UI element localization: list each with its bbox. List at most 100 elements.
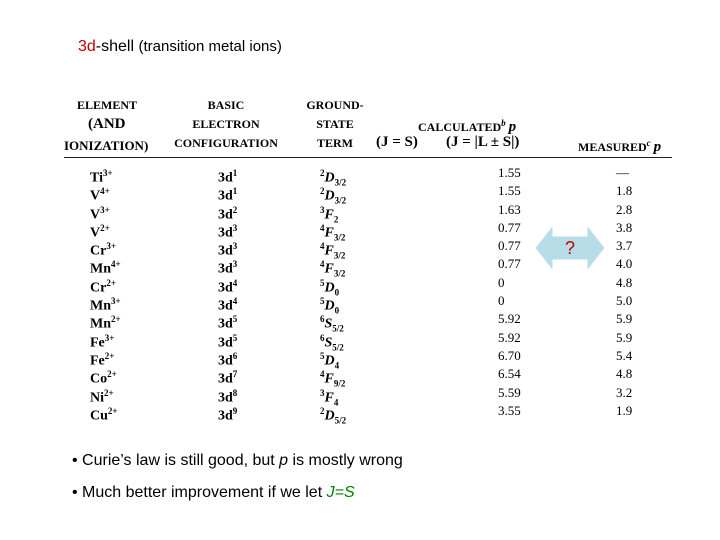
bullet-curie: • Curie’s law is still good, but p is mo… [72, 452, 403, 470]
ion-charge: 3+ [111, 296, 121, 307]
header-element-line3: IONIZATION) [64, 138, 149, 153]
header-element-line1: ELEMENT [76, 98, 137, 112]
header-basic-line3: CONFIGURATION [174, 136, 278, 150]
configuration-base: 3d [218, 243, 233, 259]
ion-charge: 2+ [107, 369, 117, 380]
configuration-base: 3d [218, 317, 233, 333]
measured-value: 4.0 [616, 256, 633, 272]
column-configuration: 3d1 3d1 3d2 3d3 3d3 3d3 3d4 3d4 3d5 3d5 3d6 3d7 3d8 3… [218, 164, 238, 424]
ion-cell: Co2+ [90, 365, 121, 387]
header-basic-line1: BASIC [207, 98, 245, 112]
ion-cell: Cr3+ [90, 237, 121, 259]
configuration-base: 3d [218, 390, 233, 406]
term-cell: 5D0 [320, 274, 346, 297]
ion-charge: 4+ [111, 259, 121, 270]
ion-symbol: Ni [90, 390, 104, 406]
ion-symbol: Cu [90, 408, 108, 424]
ion-cell: V4+ [90, 182, 121, 204]
header-measured-p: p [653, 139, 662, 155]
configuration-exponent: 9 [232, 405, 238, 416]
term-cell: 6S5/2 [320, 310, 346, 333]
term-letter: D [324, 188, 335, 204]
header-ground: GROUND- STATE TERM [302, 97, 368, 152]
term-cell: 5D4 [320, 347, 346, 370]
term-cell: 4F9/2 [320, 365, 346, 388]
measured-value: 3.2 [616, 384, 633, 400]
configuration-base: 3d [218, 262, 233, 278]
header-rule [64, 157, 672, 158]
header-calculated: CALCULATEDb p [418, 115, 516, 136]
ion-charge: 2+ [107, 405, 118, 416]
term-j: 0 [334, 305, 340, 316]
calculated-value: 1.55 [498, 183, 521, 199]
ion-charge: 2+ [100, 222, 110, 233]
ion-symbol: V [90, 188, 101, 204]
slide-title: 3d-shell (transition metal ions) [78, 38, 282, 56]
ion-cell: Ni2+ [90, 384, 121, 406]
configuration-base: 3d [218, 207, 233, 223]
measured-value: 5.9 [616, 329, 633, 345]
term-j: 3/2 [333, 232, 346, 243]
configuration-exponent: 6 [232, 350, 238, 361]
ion-symbol: Fe [90, 335, 105, 351]
configuration-cell: 3d2 [218, 201, 237, 223]
ion-cell: Fe2+ [90, 347, 121, 369]
calculated-value: 1.55 [498, 165, 521, 180]
term-multiplicity: 4 [320, 369, 325, 380]
configuration-cell: 3d5 [218, 329, 237, 351]
term-multiplicity: 5 [320, 296, 325, 307]
header-basic-line2: ELECTRON [192, 117, 260, 131]
configuration-cell: 3d9 [218, 402, 238, 424]
measured-value: 5.9 [616, 311, 633, 327]
bullet-improvement-highlight: J=S [326, 484, 355, 501]
term-cell: 3F2 [320, 201, 346, 224]
term-cell: 4F3/2 [320, 237, 346, 260]
double-arrow-callout [535, 225, 605, 271]
term-multiplicity: 5 [320, 277, 325, 288]
term-cell: 6S5/2 [320, 329, 346, 352]
configuration-base: 3d [218, 408, 233, 424]
calculated-value: 5.92 [498, 329, 521, 345]
term-multiplicity: 4 [320, 259, 325, 270]
calculated-value: 0.77 [498, 238, 521, 254]
configuration-cell: 3d1 [218, 164, 237, 186]
term-multiplicity: 2 [320, 405, 325, 416]
calculated-value: 6.54 [498, 366, 521, 382]
ion-cell: Cu2+ [90, 402, 121, 424]
term-multiplicity: 6 [320, 314, 325, 325]
term-j: 4 [334, 360, 340, 371]
configuration-cell: 3d3 [218, 237, 237, 259]
term-j: 3/2 [334, 177, 347, 188]
configuration-cell: 3d1 [218, 182, 237, 204]
configuration-cell: 3d6 [218, 347, 238, 369]
configuration-cell: 3d3 [218, 219, 237, 241]
ion-cell: Mn3+ [90, 292, 121, 314]
term-letter: D [324, 298, 335, 314]
term-cell: 2D3/2 [320, 182, 346, 205]
configuration-base: 3d [218, 225, 233, 241]
column-calculated: 1.55 1.55 1.63 0.77 0.77 0.77 0 0 5.92 5.92 6.70 6.… [498, 164, 521, 420]
ion-cell: Fe3+ [90, 329, 121, 351]
bullet-curie-suffix: is mostly wrong [288, 452, 403, 469]
measured-value: 3.8 [616, 219, 633, 235]
configuration-cell: 3d7 [218, 365, 237, 387]
term-multiplicity: 2 [320, 186, 325, 197]
term-letter: F [324, 225, 334, 241]
ion-symbol: Ti [90, 170, 103, 186]
configuration-exponent: 5 [232, 314, 238, 325]
title-shell: -shell [95, 38, 139, 55]
ion-charge: 2+ [111, 314, 121, 325]
term-letter: D [324, 170, 335, 186]
ion-cell: Ti3+ [90, 164, 121, 186]
header-element: ELEMENT [76, 97, 138, 114]
term-cell: 5D0 [320, 292, 346, 315]
bullet-curie-prefix: • Curie’s law is still good, but [72, 452, 280, 469]
term-multiplicity: 5 [320, 350, 325, 361]
term-letter: S [324, 317, 333, 333]
term-multiplicity: 2 [320, 168, 325, 178]
ion-cell: V3+ [90, 201, 121, 223]
ion-charge: 3+ [102, 168, 113, 178]
term-j: 5/2 [334, 415, 347, 426]
ion-symbol: Mn [90, 317, 111, 333]
ion-symbol: Mn [90, 298, 111, 314]
